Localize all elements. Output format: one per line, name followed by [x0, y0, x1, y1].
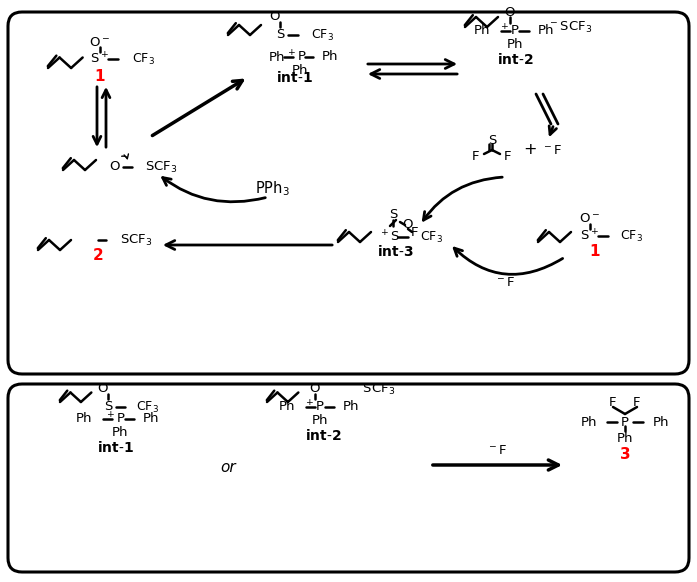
Text: $\mathrm{Ph}$: $\mathrm{Ph}$ — [268, 50, 285, 64]
Text: $\mathbf{int\text{-}1}$: $\mathbf{int\text{-}1}$ — [98, 439, 135, 455]
Text: $\mathrm{^-F}$: $\mathrm{^-F}$ — [495, 275, 515, 289]
Text: $^+\mathrm{P}$: $^+\mathrm{P}$ — [305, 399, 325, 414]
Text: F: F — [473, 151, 480, 164]
Text: F: F — [634, 396, 641, 409]
Text: Ph: Ph — [538, 24, 555, 37]
Text: $\mathbf{2}$: $\mathbf{2}$ — [92, 247, 104, 263]
Text: $+$: $+$ — [523, 143, 537, 158]
Text: $^+\mathrm{P}$: $^+\mathrm{P}$ — [499, 23, 521, 38]
Text: $\mathrm{^-SCF_3}$: $\mathrm{^-SCF_3}$ — [548, 19, 592, 34]
Text: $\mathbf{1}$: $\mathbf{1}$ — [94, 68, 106, 84]
Text: Ph: Ph — [143, 413, 160, 425]
FancyBboxPatch shape — [8, 12, 689, 374]
Text: $\mathrm{^-F}$: $\mathrm{^-F}$ — [542, 144, 562, 157]
Text: $\mathrm{CF_3}$: $\mathrm{CF_3}$ — [136, 399, 159, 414]
Text: $\mathrm{CF_3}$: $\mathrm{CF_3}$ — [420, 229, 443, 244]
Text: Ph: Ph — [322, 51, 339, 63]
Text: S: S — [104, 400, 112, 413]
Text: $\mathrm{CF_3}$: $\mathrm{CF_3}$ — [311, 27, 334, 42]
Text: $\mathbf{int\text{-}2}$: $\mathbf{int\text{-}2}$ — [305, 428, 342, 442]
Text: Ph: Ph — [312, 413, 328, 427]
Text: $^+\mathrm{P}$: $^+\mathrm{P}$ — [286, 49, 307, 65]
Text: F: F — [504, 151, 512, 164]
Text: S: S — [276, 29, 284, 41]
Text: Ph: Ph — [343, 400, 360, 413]
Text: Ph: Ph — [75, 413, 92, 425]
Text: Ph: Ph — [653, 416, 670, 428]
Text: $\mathrm{CF_3}$: $\mathrm{CF_3}$ — [132, 51, 155, 66]
Text: Ph: Ph — [617, 432, 634, 445]
FancyBboxPatch shape — [8, 384, 689, 572]
Text: F: F — [411, 225, 419, 239]
Text: $^+\mathrm{S}$: $^+\mathrm{S}$ — [379, 229, 401, 244]
Text: O: O — [505, 5, 515, 19]
Text: O: O — [109, 161, 121, 173]
Text: Ph: Ph — [581, 416, 597, 428]
Text: $\mathbf{int\text{-}3}$: $\mathbf{int\text{-}3}$ — [376, 244, 413, 260]
Text: Ph: Ph — [292, 63, 308, 76]
Text: $\mathbf{1}$: $\mathbf{1}$ — [589, 243, 601, 259]
Text: $\mathrm{SCF_3}$: $\mathrm{SCF_3}$ — [120, 232, 153, 247]
Text: F: F — [609, 396, 617, 409]
Text: S: S — [389, 208, 397, 222]
Text: $\mathrm{CF_3}$: $\mathrm{CF_3}$ — [620, 229, 643, 243]
Text: $\mathrm{O}^-$: $\mathrm{O}^-$ — [579, 212, 601, 225]
Text: Ph: Ph — [473, 24, 490, 37]
Text: $\mathrm{O}^-$: $\mathrm{O}^-$ — [270, 10, 291, 23]
Text: $\mathrm{SCF_3}$: $\mathrm{SCF_3}$ — [145, 159, 178, 175]
Text: Ph: Ph — [507, 37, 523, 51]
Text: or: or — [220, 460, 236, 474]
Text: O: O — [403, 218, 413, 232]
Text: $\mathbf{int\text{-}1}$: $\mathbf{int\text{-}1}$ — [277, 69, 314, 84]
Text: O: O — [309, 382, 320, 396]
Text: $\mathbf{int\text{-}2}$: $\mathbf{int\text{-}2}$ — [497, 51, 533, 66]
Text: $\mathrm{O^-}$: $\mathrm{O^-}$ — [89, 36, 111, 48]
Text: Ph: Ph — [112, 425, 128, 438]
Text: $\mathrm{S}^+$: $\mathrm{S}^+$ — [91, 51, 109, 67]
Text: $\mathrm{PPh_3}$: $\mathrm{PPh_3}$ — [254, 180, 289, 198]
Text: S: S — [488, 133, 496, 147]
Text: $\mathrm{O}^-$: $\mathrm{O}^-$ — [98, 382, 118, 396]
Text: $\mathrm{S}^+$: $\mathrm{S}^+$ — [581, 228, 599, 244]
Text: $\mathrm{^-F}$: $\mathrm{^-F}$ — [487, 443, 507, 456]
Text: $\mathrm{^-SCF_3}$: $\mathrm{^-SCF_3}$ — [351, 381, 395, 396]
Text: $^+\mathrm{P}$: $^+\mathrm{P}$ — [105, 411, 127, 427]
Text: P: P — [621, 416, 629, 428]
Text: $\mathbf{3}$: $\mathbf{3}$ — [620, 446, 631, 462]
Text: Ph: Ph — [279, 400, 295, 413]
